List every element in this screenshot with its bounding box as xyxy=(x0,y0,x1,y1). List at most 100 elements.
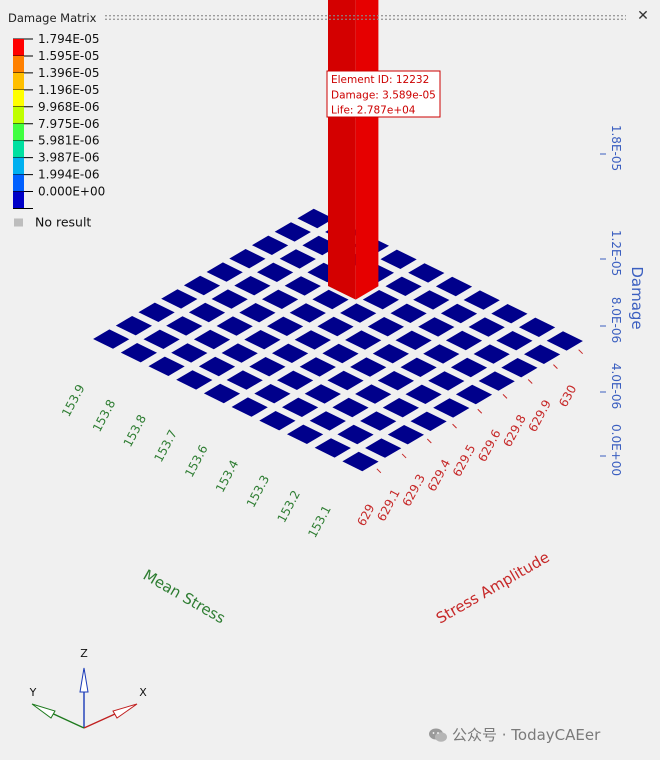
x-axis-title: Stress Amplitude xyxy=(433,548,553,627)
floor-cell xyxy=(340,303,377,323)
y-tick-label: 153.8 xyxy=(90,397,118,434)
floor-cell xyxy=(327,370,364,391)
legend-swatch xyxy=(13,123,24,141)
floor-cell xyxy=(274,222,311,242)
floor-cell xyxy=(272,343,309,363)
floor-cell xyxy=(367,317,404,337)
floor-cell xyxy=(231,397,268,417)
x-tick-label: 629.3 xyxy=(399,472,427,509)
legend-swatch xyxy=(13,39,24,56)
floor-cell xyxy=(183,275,221,296)
floor-cell xyxy=(405,384,442,404)
floor-cell xyxy=(440,303,478,324)
floor-cell xyxy=(297,208,334,229)
legend-swatch xyxy=(13,55,24,73)
legend-swatch xyxy=(13,72,24,90)
x-tick-label: 629 xyxy=(354,502,377,529)
floor-cell xyxy=(519,317,556,337)
floor-cell xyxy=(193,329,231,350)
floor-cell xyxy=(450,357,488,378)
legend-swatch xyxy=(13,140,24,158)
z-axis: 0.0E+00 4.0E-06 8.0E-06 1.2E-05 1.8E-05 Damag… xyxy=(600,125,646,476)
floor-cell xyxy=(203,383,241,404)
z-tick-label: 8.0E-06 xyxy=(609,297,623,343)
x-tick-mark xyxy=(477,408,483,414)
triad-y-label: Y xyxy=(29,686,37,699)
x-tick-label: 629.9 xyxy=(526,397,554,434)
floor-cell xyxy=(478,371,515,391)
floor-cell xyxy=(259,411,296,431)
floor-cell xyxy=(262,289,299,309)
legend-swatch xyxy=(13,106,24,124)
floor-cell xyxy=(355,384,392,404)
floor-cell xyxy=(239,303,276,323)
floor-cell xyxy=(198,356,236,377)
floor-cell xyxy=(337,424,374,445)
floor-cell xyxy=(410,411,447,431)
y-tick-label: 153.9 xyxy=(59,382,87,419)
close-icon[interactable]: ✕ xyxy=(637,8,649,24)
floor-cell xyxy=(463,290,500,310)
floor-cell xyxy=(360,411,397,431)
watermark: 公众号 · TodayCAEer xyxy=(428,724,600,745)
floor-cell xyxy=(428,371,465,391)
floor-cell xyxy=(385,276,422,296)
legend-label: 9.968E-06 xyxy=(38,100,100,114)
no-result-swatch xyxy=(14,218,23,227)
y-tick-label: 153.4 xyxy=(213,458,241,495)
floor-cell xyxy=(473,344,510,364)
legend-label: 0.000E+00 xyxy=(38,185,105,199)
floor-cell xyxy=(317,316,354,337)
floor-cell xyxy=(120,343,157,363)
floor-cell xyxy=(418,317,455,337)
floor-cell xyxy=(143,329,180,349)
floor-cell xyxy=(299,357,336,377)
x-tick-label: 629.5 xyxy=(450,442,478,479)
damage-bar xyxy=(328,0,379,300)
floor-cell xyxy=(345,330,382,350)
y-tick-label: 153.1 xyxy=(305,503,333,540)
triad-x-arrow xyxy=(112,703,138,719)
floor-cell xyxy=(304,384,341,404)
legend: 1.794E-05 1.595E-05 1.396E-05 1.196E-05 9.96… xyxy=(13,32,105,230)
floor-cell xyxy=(365,438,402,458)
floor-cell xyxy=(312,289,349,310)
drag-handle[interactable] xyxy=(104,14,626,21)
floor-cell xyxy=(390,303,427,323)
floor-cell xyxy=(342,451,379,472)
floor-cell xyxy=(546,331,583,351)
x-tick-label: 630 xyxy=(556,383,579,410)
floor-cell xyxy=(445,330,483,351)
legend-label: 5.981E-06 xyxy=(38,134,100,148)
no-result-label: No result xyxy=(35,215,91,230)
floor-cell xyxy=(455,384,493,405)
floor-cell xyxy=(252,235,289,255)
element-tooltip: Element ID: 12232 Damage: 3.589e-05 Life: … xyxy=(326,70,441,118)
y-tick-label: 153.8 xyxy=(121,412,149,449)
floor-cell xyxy=(332,397,369,418)
floor-cell xyxy=(226,370,263,390)
z-tick-label: 0.0E+00 xyxy=(609,424,623,476)
legend-label: 1.794E-05 xyxy=(38,32,100,46)
floor-cell xyxy=(188,302,226,323)
floor-cell xyxy=(501,358,538,378)
floor-cell xyxy=(249,357,286,377)
floor-cell xyxy=(254,384,291,404)
floor-cell xyxy=(244,330,281,350)
legend-swatch xyxy=(13,191,24,209)
floor-cell xyxy=(166,316,203,336)
x-tick-mark xyxy=(401,453,407,459)
tooltip-box xyxy=(326,70,441,118)
legend-label: 1.994E-06 xyxy=(38,168,100,182)
floor-cell xyxy=(176,370,213,390)
bar-left-face xyxy=(328,0,356,300)
legend-swatch xyxy=(13,174,24,192)
floor-cell xyxy=(277,370,314,390)
x-tick-mark xyxy=(502,394,508,399)
tooltip-line: Element ID: 12232 xyxy=(331,74,429,86)
axis-triad: Z X Y xyxy=(29,647,147,729)
y-tick-label: 153.6 xyxy=(182,443,210,480)
floor-cell xyxy=(408,263,445,283)
bar-right-face xyxy=(355,0,379,300)
